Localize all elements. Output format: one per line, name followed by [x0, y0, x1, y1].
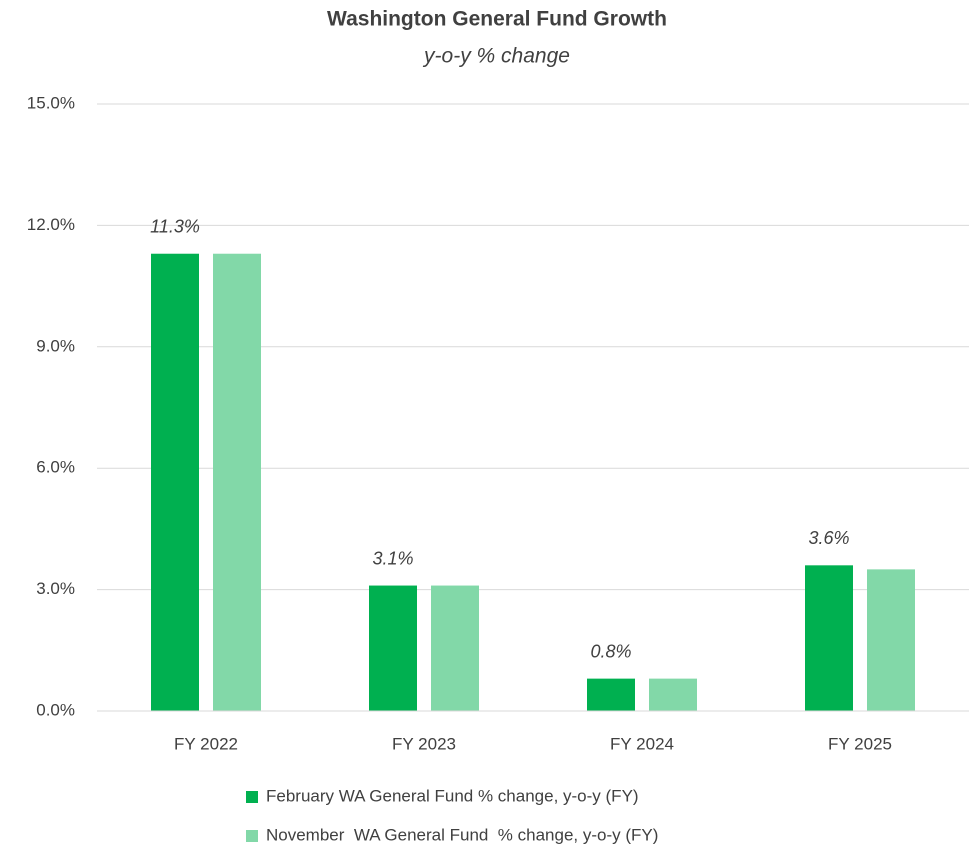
- data-label: 3.1%: [372, 548, 413, 568]
- x-tick-label: FY 2025: [828, 734, 892, 753]
- data-label: 3.6%: [808, 528, 849, 548]
- legend-label: November WA General Fund % change, y-o-y…: [266, 825, 658, 844]
- chart-subtitle: y-o-y % change: [422, 45, 570, 68]
- x-tick-label: FY 2023: [392, 734, 456, 753]
- y-tick-label: 3.0%: [36, 579, 75, 598]
- y-tick-label: 12.0%: [27, 215, 75, 234]
- y-tick-label: 9.0%: [36, 336, 75, 355]
- legend-swatch: [246, 791, 258, 803]
- bar: [649, 678, 697, 711]
- legend-swatch: [246, 830, 258, 842]
- y-tick-label: 15.0%: [27, 93, 75, 112]
- x-tick-label: FY 2024: [610, 734, 674, 753]
- data-label: 0.8%: [590, 641, 631, 661]
- y-tick-label: 6.0%: [36, 458, 75, 477]
- bar: [587, 678, 635, 711]
- x-tick-label: FY 2022: [174, 734, 238, 753]
- bar: [369, 585, 417, 711]
- chart-title: Washington General Fund Growth: [327, 8, 667, 31]
- y-tick-label: 0.0%: [36, 700, 75, 719]
- bar: [431, 585, 479, 711]
- bar: [867, 569, 915, 711]
- data-label: 11.3%: [150, 216, 200, 236]
- bar: [805, 565, 853, 711]
- bar: [151, 253, 199, 711]
- legend-label: February WA General Fund % change, y-o-y…: [266, 786, 639, 805]
- bar: [213, 253, 261, 711]
